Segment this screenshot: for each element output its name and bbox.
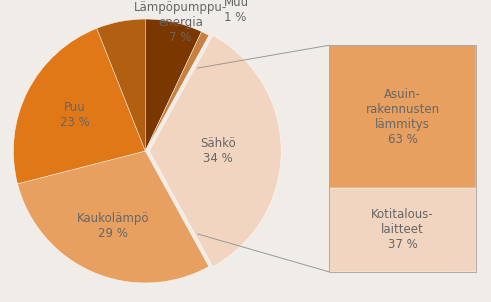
Wedge shape [18,151,209,283]
Text: Kevyt polttoöljy
6 %: Kevyt polttoöljy 6 % [16,0,108,3]
Wedge shape [145,19,201,151]
Bar [329,45,476,188]
Text: Kotitalous-
laitteet
37 %: Kotitalous- laitteet 37 % [371,208,434,251]
Bar [329,188,476,272]
Wedge shape [13,28,145,184]
Wedge shape [145,32,209,151]
Text: Lämpöpumppu-
energia
7 %: Lämpöpumppu- energia 7 % [134,1,227,43]
Text: Asuin-
rakennusten
lämmitys
63 %: Asuin- rakennusten lämmitys 63 % [366,88,439,146]
Text: Muu
1 %: Muu 1 % [224,0,249,24]
Text: Sähkö
34 %: Sähkö 34 % [200,137,236,165]
Text: Kaukolämpö
29 %: Kaukolämpö 29 % [77,212,149,240]
Text: Puu
23 %: Puu 23 % [60,101,90,129]
Wedge shape [149,35,281,267]
Wedge shape [97,19,145,151]
